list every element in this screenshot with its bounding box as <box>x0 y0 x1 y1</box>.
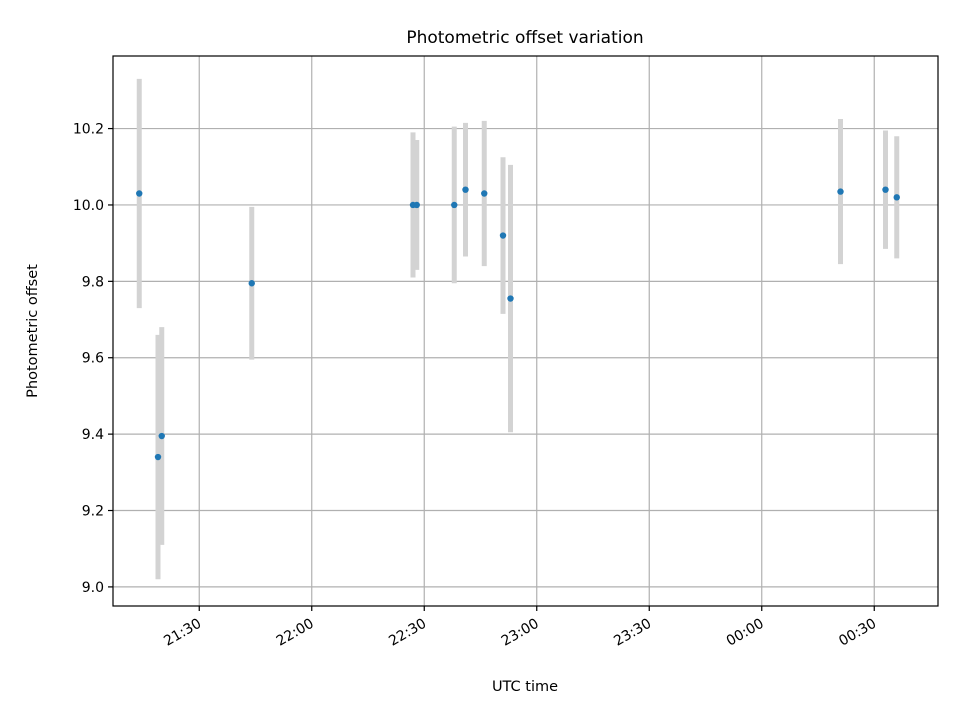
data-point <box>462 186 469 193</box>
data-point <box>893 194 900 201</box>
data-point <box>136 190 143 197</box>
data-points <box>136 186 900 461</box>
data-point <box>882 186 889 193</box>
x-axis-label: UTC time <box>492 679 558 695</box>
y-tick-label: 9.0 <box>82 580 104 596</box>
data-point <box>499 232 507 239</box>
data-point <box>837 188 844 195</box>
data-point <box>507 295 514 302</box>
data-point <box>248 280 255 287</box>
data-point <box>154 453 162 461</box>
data-point <box>481 190 488 197</box>
y-tick-label: 9.8 <box>82 274 104 290</box>
y-tick-label: 9.2 <box>82 504 104 520</box>
chart-title: Photometric offset variation <box>406 28 643 48</box>
data-point <box>451 201 458 209</box>
y-axis-label: Photometric offset <box>25 264 41 398</box>
data-point <box>158 432 165 440</box>
y-tick-label: 9.4 <box>82 427 104 443</box>
y-axis-ticks: 9.0 9.2 9.4 9.6 9.8 10.0 10.2 <box>73 122 113 596</box>
data-point <box>413 201 420 209</box>
y-tick-label: 10.2 <box>73 122 104 138</box>
y-tick-label: 10.0 <box>73 198 104 214</box>
plot-area-frame <box>112 55 939 607</box>
y-tick-label: 9.6 <box>82 351 104 367</box>
